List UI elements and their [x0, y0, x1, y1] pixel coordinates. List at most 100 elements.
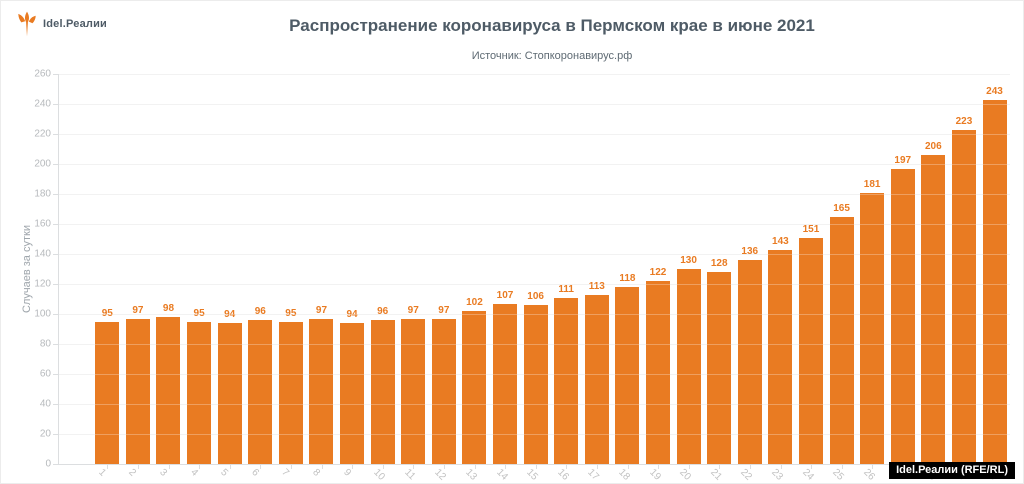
x-label-slot: 22: [733, 466, 764, 483]
bar-day-6: 96: [248, 306, 273, 464]
x-label-slot: 23: [764, 466, 795, 483]
x-label-slot: 14: [489, 466, 520, 483]
bar-day-22: 136: [737, 246, 762, 464]
x-tick-label: 5: [218, 467, 231, 479]
bar-slot: 122: [643, 74, 674, 464]
gridline: [59, 284, 1010, 285]
x-tick-label: 9: [340, 467, 353, 479]
bar-slot: 97: [306, 74, 337, 464]
x-label-slot: 12: [428, 466, 459, 483]
bar-day-4: 95: [187, 308, 212, 464]
bar-value-label: 136: [741, 246, 759, 257]
x-tick-mark: [596, 464, 598, 469]
x-tick-label: 10: [371, 467, 388, 483]
bar-day-8: 97: [309, 305, 334, 464]
bar-slot: 111: [551, 74, 582, 464]
bar-value-label: 113: [588, 280, 605, 292]
bar-slot: 96: [245, 74, 276, 464]
bar-slot: 128: [704, 74, 735, 464]
bar-day-12: 97: [431, 305, 456, 464]
y-tick-mark: [53, 224, 59, 225]
x-tick-mark: [260, 464, 262, 469]
bar-slot: 97: [398, 74, 429, 464]
x-tick-mark: [719, 464, 721, 469]
bar-slot: 94: [214, 74, 245, 464]
bar-value-label: 94: [346, 309, 358, 320]
bar-value-label: 97: [315, 304, 328, 316]
bar-value-label: 95: [193, 307, 205, 319]
bar-day-25: 165: [829, 203, 854, 464]
x-tick-mark: [688, 464, 690, 469]
bar-value-label: 206: [924, 141, 942, 152]
y-tick-label: 160: [34, 218, 51, 230]
x-tick-mark: [872, 464, 874, 469]
bar-day-13: 102: [462, 297, 487, 464]
bar-slot: 165: [826, 74, 857, 464]
bar-slot: 206: [918, 74, 949, 464]
bar-day-28: 206: [921, 141, 946, 464]
bar-value-label: 96: [377, 306, 389, 317]
bar-slot: 102: [459, 74, 490, 464]
bar-value-label: 106: [527, 291, 544, 302]
bar-day-2: 97: [125, 305, 150, 464]
x-tick-label: 19: [646, 467, 663, 483]
logo-text: Idel.Реалии: [43, 18, 108, 30]
x-label-slot: 18: [611, 466, 642, 483]
bar-slot: 197: [887, 74, 918, 464]
bar-slot: 143: [765, 74, 796, 464]
bar-value-label: 102: [466, 297, 483, 308]
bar-slot: 118: [612, 74, 643, 464]
bar-slot: 136: [734, 74, 765, 464]
x-label-slot: 1: [91, 466, 122, 483]
bar-series: 95 97 98 95 94 96 95 97 94 96 97 97 102 107 106 111 113 1…: [59, 74, 1010, 464]
x-tick-label: 21: [707, 467, 724, 483]
x-tick-mark: [229, 464, 231, 469]
bar-day-27: 197: [890, 155, 915, 464]
bar-value-label: 98: [162, 303, 175, 314]
bar-day-3: 98: [156, 303, 181, 464]
x-label-slot: 11: [397, 466, 428, 483]
bar-slot: 94: [337, 74, 368, 464]
x-label-slot: 21: [703, 466, 734, 483]
x-tick-mark: [535, 464, 537, 469]
bar-value-label: 95: [101, 307, 113, 319]
x-tick-label: 22: [738, 467, 755, 483]
y-tick-mark: [53, 464, 59, 465]
x-tick-mark: [199, 464, 201, 469]
bar-day-1: 95: [95, 308, 120, 464]
bar-day-11: 97: [401, 305, 426, 464]
bar-slot: 223: [949, 74, 980, 464]
bar-value-label: 197: [894, 154, 912, 166]
gridline: [59, 74, 1010, 75]
bar-value-label: 107: [496, 289, 514, 301]
x-tick-label: 8: [310, 467, 322, 479]
x-tick-mark: [505, 464, 507, 469]
bar-slot: 96: [367, 74, 398, 464]
x-tick-label: 17: [585, 467, 602, 483]
y-tick-mark: [53, 284, 59, 285]
x-tick-label: 26: [860, 467, 877, 483]
x-tick-mark: [413, 464, 415, 469]
bar-slot: 107: [490, 74, 521, 464]
bar-day-19: 122: [645, 267, 670, 464]
y-tick-mark: [53, 104, 59, 105]
gridline: [59, 134, 1010, 135]
x-tick-label: 3: [157, 467, 169, 479]
x-label-slot: 24: [795, 466, 826, 483]
bar-slot: 98: [153, 74, 184, 464]
x-tick-label: 6: [249, 467, 261, 479]
bar-value-label: 243: [986, 85, 1003, 97]
x-tick-mark: [749, 464, 751, 469]
chart-title: Распространение коронавируса в Пермском …: [289, 16, 815, 35]
bar-value-label: 181: [863, 178, 881, 190]
bar-day-10: 96: [370, 306, 395, 464]
y-tick-mark: [53, 344, 59, 345]
y-tick-mark: [53, 404, 59, 405]
x-label-slot: 16: [550, 466, 581, 483]
bar-day-30: 243: [982, 86, 1007, 464]
bar-day-24: 151: [798, 224, 823, 464]
x-label-slot: 20: [672, 466, 703, 483]
bar-slot: 151: [796, 74, 827, 464]
bar-day-15: 106: [523, 291, 548, 464]
y-tick-label: 120: [34, 278, 51, 290]
